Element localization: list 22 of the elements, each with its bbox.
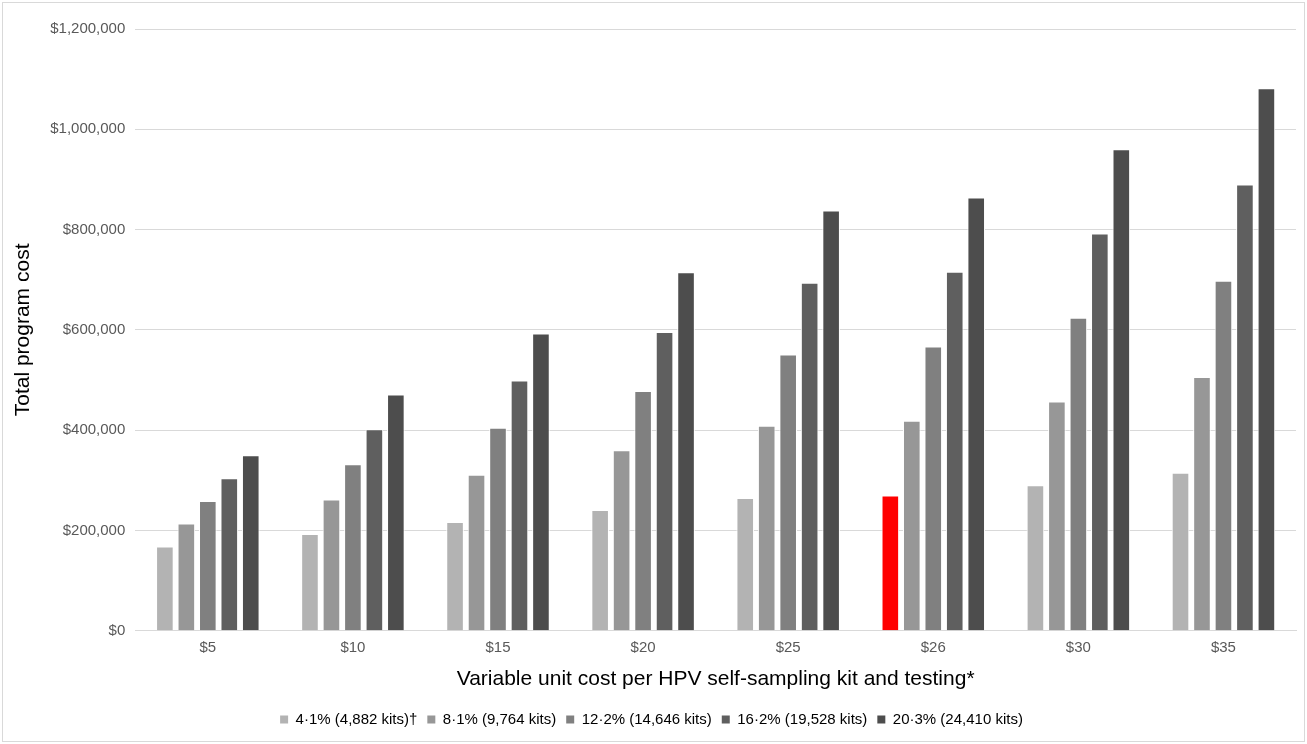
y-tick-label: $1,000,000 bbox=[50, 119, 126, 137]
x-axis-title: Variable unit cost per HPV self-sampling kit and testing* bbox=[456, 666, 975, 690]
x-tick-label: $26 bbox=[920, 637, 946, 655]
y-tick-label: $400,000 bbox=[62, 420, 126, 438]
x-tick-label: $5 bbox=[199, 637, 217, 655]
legend-label: 8·1% (9,764 kits) bbox=[442, 709, 557, 727]
x-tick-label: $15 bbox=[485, 637, 511, 655]
y-tick-label: $600,000 bbox=[62, 320, 126, 338]
y-tick-label: $1,200,000 bbox=[50, 19, 126, 37]
legend-label: 12·2% (14,646 kits) bbox=[581, 709, 712, 727]
x-tick-label: $10 bbox=[340, 637, 366, 655]
legend-label: 4·1% (4,882 kits)† bbox=[295, 709, 418, 727]
y-tick-label: $0 bbox=[108, 620, 126, 638]
legend-label: 20·3% (24,410 kits) bbox=[892, 709, 1023, 727]
y-tick-label: $200,000 bbox=[62, 520, 126, 538]
x-tick-label: $35 bbox=[1210, 637, 1236, 655]
y-tick-label: $800,000 bbox=[62, 219, 126, 237]
legend-label: 16·2% (19,528 kits) bbox=[737, 709, 868, 727]
y-axis-title: Total program cost bbox=[10, 243, 34, 417]
x-tick-label: $20 bbox=[630, 637, 656, 655]
x-tick-label: $30 bbox=[1065, 637, 1091, 655]
x-tick-label: $25 bbox=[775, 637, 801, 655]
